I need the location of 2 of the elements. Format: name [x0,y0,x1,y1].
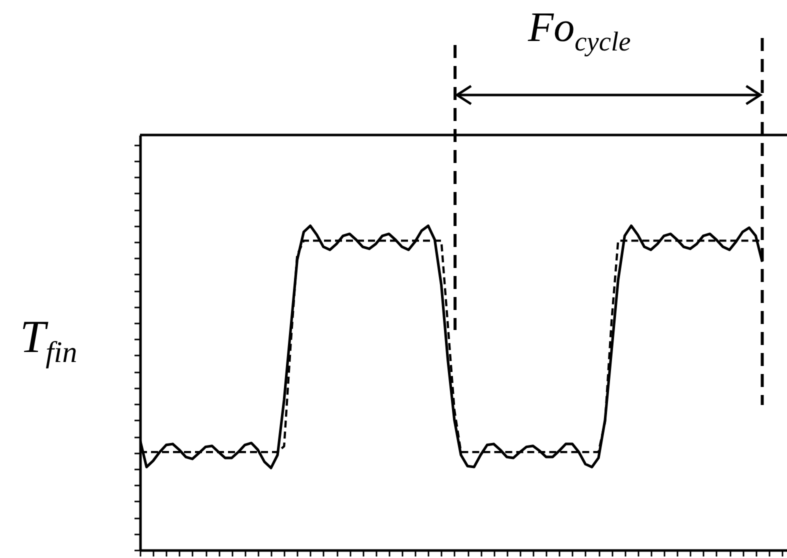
text: Fo$_{cycle}$ [528,4,631,58]
y-axis-title: T$_{fin}$ [20,310,78,370]
